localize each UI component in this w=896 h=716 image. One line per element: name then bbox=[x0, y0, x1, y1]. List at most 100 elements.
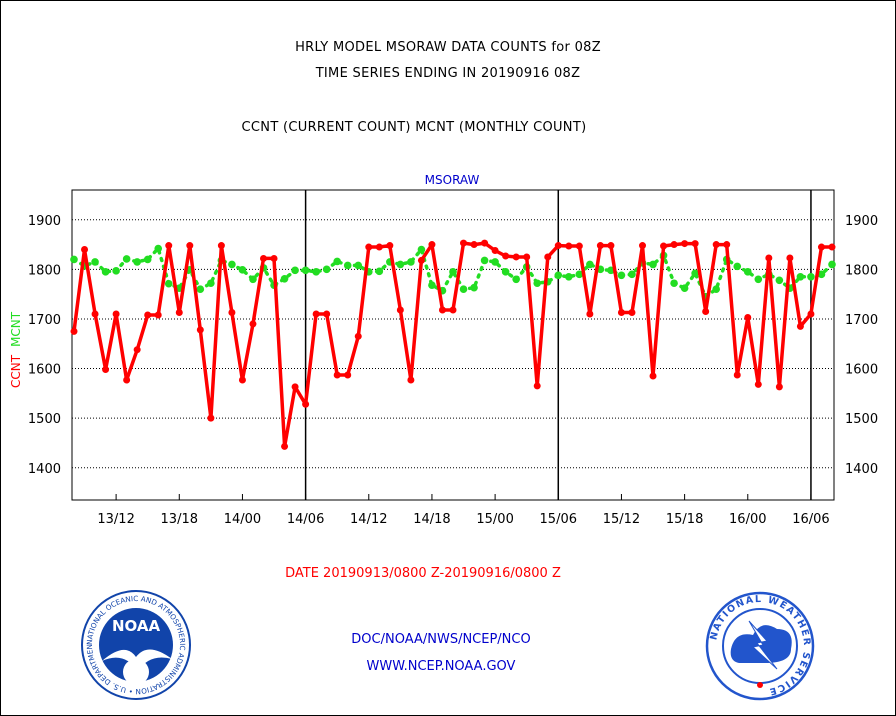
point-ccnt bbox=[670, 241, 678, 249]
point-ccnt bbox=[291, 383, 299, 391]
point-ccnt bbox=[91, 310, 99, 318]
point-mcnt bbox=[817, 270, 826, 279]
point-ccnt bbox=[396, 306, 404, 314]
point-ccnt bbox=[186, 242, 194, 250]
point-ccnt bbox=[796, 322, 804, 330]
point-mcnt bbox=[417, 245, 426, 254]
point-mcnt bbox=[249, 275, 257, 284]
point-mcnt bbox=[101, 268, 110, 276]
header-line-3: CCNT (CURRENT COUNT) MCNT (MONTHLY COUNT… bbox=[241, 120, 587, 135]
point-ccnt bbox=[523, 253, 531, 261]
point-ccnt bbox=[786, 254, 794, 262]
point-mcnt bbox=[512, 275, 520, 284]
point-mcnt bbox=[480, 256, 489, 265]
point-mcnt bbox=[133, 258, 141, 266]
point-mcnt bbox=[228, 260, 236, 269]
point-ccnt bbox=[828, 243, 836, 251]
point-mcnt bbox=[143, 255, 152, 264]
point-ccnt bbox=[533, 382, 541, 390]
x-tick-label: 14/12 bbox=[350, 512, 387, 527]
point-ccnt bbox=[270, 254, 278, 262]
x-tick-label: 13/12 bbox=[97, 512, 134, 527]
x-tick-label: 14/06 bbox=[287, 512, 324, 527]
point-mcnt bbox=[396, 260, 405, 269]
point-ccnt bbox=[617, 309, 625, 317]
point-ccnt bbox=[81, 246, 89, 254]
point-mcnt bbox=[112, 267, 120, 275]
point-mcnt bbox=[754, 275, 763, 284]
point-ccnt bbox=[681, 240, 689, 248]
x-tick-label: 13/18 bbox=[161, 512, 198, 527]
y-tick-label-right: 1700 bbox=[845, 313, 878, 328]
point-ccnt bbox=[702, 308, 710, 316]
point-ccnt bbox=[565, 242, 573, 250]
point-ccnt bbox=[228, 309, 236, 317]
x-tick-label: 14/00 bbox=[224, 512, 261, 527]
point-mcnt bbox=[312, 268, 320, 276]
point-mcnt bbox=[712, 285, 720, 294]
point-mcnt bbox=[322, 265, 331, 274]
y-tick-label-left: 1600 bbox=[28, 363, 61, 378]
point-ccnt bbox=[470, 241, 478, 249]
point-mcnt bbox=[501, 268, 510, 276]
y-axis-label-ccnt: CCNT bbox=[9, 354, 23, 388]
point-mcnt bbox=[828, 260, 836, 269]
point-ccnt bbox=[649, 372, 657, 380]
point-ccnt bbox=[407, 376, 415, 384]
x-tick-label: 15/12 bbox=[603, 512, 640, 527]
point-ccnt bbox=[102, 366, 110, 374]
noaa-logo-text: NOAA bbox=[112, 617, 161, 635]
plot-frame bbox=[71, 189, 835, 501]
credit-line-1: DOC/NOAA/NWS/NCEP/NCO bbox=[351, 632, 531, 647]
y-tick-label-left: 1800 bbox=[28, 263, 61, 278]
point-mcnt bbox=[449, 268, 457, 276]
point-ccnt bbox=[375, 243, 383, 251]
x-tick-label: 15/18 bbox=[666, 512, 703, 527]
point-ccnt bbox=[460, 239, 468, 247]
point-mcnt bbox=[375, 267, 384, 276]
point-ccnt bbox=[607, 242, 615, 250]
y-tick-label-left: 1400 bbox=[28, 462, 61, 477]
header-line-2: TIME SERIES ENDING IN 20190916 08Z bbox=[315, 66, 581, 81]
point-mcnt bbox=[554, 271, 563, 280]
y-tick-label-right: 1500 bbox=[845, 412, 878, 427]
point-ccnt bbox=[639, 242, 646, 250]
point-ccnt bbox=[723, 241, 731, 249]
point-ccnt bbox=[660, 242, 668, 250]
point-ccnt bbox=[554, 242, 562, 250]
point-ccnt bbox=[817, 243, 825, 251]
point-mcnt bbox=[407, 258, 415, 266]
point-mcnt bbox=[280, 274, 289, 283]
point-ccnt bbox=[491, 247, 499, 255]
point-mcnt bbox=[533, 279, 542, 288]
y-tick-label-right: 1600 bbox=[845, 363, 878, 378]
point-mcnt bbox=[796, 273, 805, 281]
point-mcnt bbox=[428, 281, 436, 290]
chart-title: MSORAW bbox=[425, 173, 480, 187]
point-ccnt bbox=[744, 313, 752, 321]
point-mcnt bbox=[196, 285, 205, 294]
point-mcnt bbox=[122, 255, 131, 263]
y-tick-label-right: 1800 bbox=[845, 263, 878, 278]
point-ccnt bbox=[417, 256, 425, 264]
point-ccnt bbox=[386, 242, 394, 250]
point-mcnt bbox=[617, 271, 626, 280]
point-mcnt bbox=[207, 279, 215, 288]
point-mcnt bbox=[470, 283, 478, 292]
point-mcnt bbox=[164, 279, 173, 288]
point-ccnt bbox=[691, 240, 699, 248]
point-ccnt bbox=[154, 311, 162, 319]
credit-line-2: WWW.NCEP.NOAA.GOV bbox=[366, 659, 516, 674]
point-mcnt bbox=[154, 244, 163, 253]
y-tick-label-left: 1700 bbox=[28, 313, 61, 328]
point-ccnt bbox=[281, 442, 289, 450]
point-ccnt bbox=[765, 254, 773, 262]
y-tick-label-left: 1900 bbox=[28, 214, 61, 229]
point-mcnt bbox=[670, 279, 678, 288]
point-ccnt bbox=[428, 241, 436, 249]
x-tick-label: 16/06 bbox=[792, 512, 829, 527]
point-ccnt bbox=[323, 310, 331, 318]
y-tick-label-right: 1900 bbox=[845, 214, 878, 229]
point-ccnt bbox=[365, 243, 373, 251]
